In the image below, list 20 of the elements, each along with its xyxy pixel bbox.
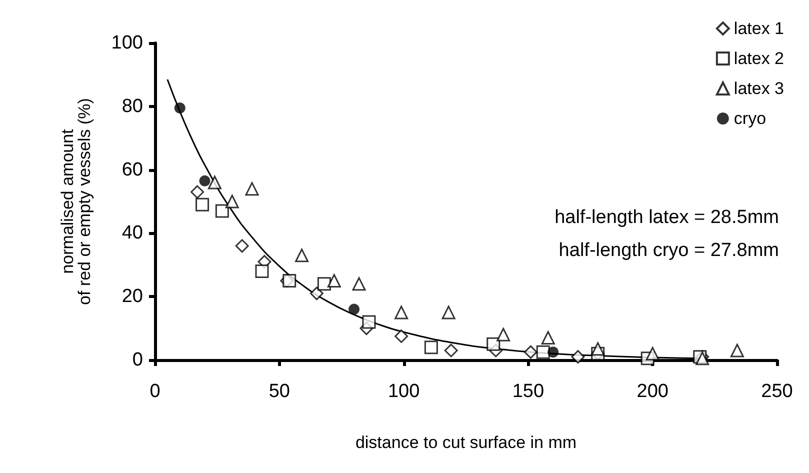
y-tick-label: 60 <box>122 159 143 180</box>
legend-label: cryo <box>734 109 766 128</box>
y-tick-label: 100 <box>111 32 143 54</box>
x-tick-label: 250 <box>761 381 793 402</box>
x-axis-title: distance to cut surface in mm <box>355 433 577 452</box>
legend-label: latex 3 <box>734 79 784 98</box>
x-tick-label: 200 <box>636 381 668 402</box>
y-axis-title: normalised amount of red or empty vessels (%) <box>58 98 94 305</box>
x-tick-label: 0 <box>150 381 160 402</box>
y-tick-label: 80 <box>122 96 143 117</box>
x-tick-label: 100 <box>388 381 420 402</box>
y-tick-label: 40 <box>122 222 143 244</box>
x-tick-label: 50 <box>268 381 290 402</box>
annotation: half-length latex = 28.5mm <box>554 207 780 228</box>
legend-label: latex 1 <box>734 19 784 38</box>
x-tick-label: 150 <box>512 381 544 402</box>
annotation: half-length cryo = 27.8mm <box>558 240 780 261</box>
y-tick-label: 20 <box>122 286 143 308</box>
y-tick-label: 0 <box>132 350 143 370</box>
legend-label: latex 2 <box>734 49 784 68</box>
